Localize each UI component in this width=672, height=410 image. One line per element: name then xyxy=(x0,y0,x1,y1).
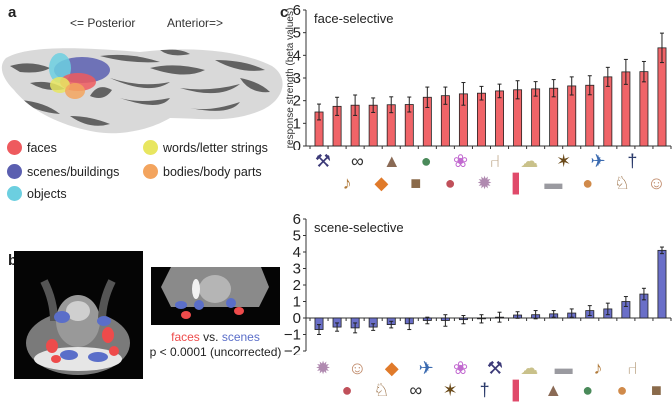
legend-item-words: words/letter strings xyxy=(143,140,268,155)
legend-item-faces: faces xyxy=(7,140,57,155)
stimulus-pizza-icon: ● xyxy=(582,173,594,193)
y-axis-label: response strength (beta values) xyxy=(285,8,296,149)
threshold-caption: p < 0.0001 (uncorrected) xyxy=(149,345,282,359)
stimulus-flower-icon: ❀ xyxy=(452,151,469,171)
chart-title: face-selective xyxy=(314,11,393,26)
stimulus-salami-icon: ● xyxy=(444,173,456,193)
y-tick-label: 0 xyxy=(293,310,301,327)
stimulus-car-icon: ▬ xyxy=(544,173,563,193)
stimulus-room-icon: ■ xyxy=(651,380,662,400)
stimulus-bird-icon: ✈ xyxy=(590,151,606,171)
legend-item-objects: objects xyxy=(7,186,67,201)
stimulus-spider-icon: ✹ xyxy=(477,173,493,193)
stimulus-horse-icon: ♘ xyxy=(614,173,631,193)
stimulus-chair-icon: ⑁ xyxy=(627,358,638,378)
stimulus-bird-icon: ✈ xyxy=(418,358,434,378)
legend-label: bodies/body parts xyxy=(163,164,262,179)
stimulus-face-icon: ☺ xyxy=(647,173,666,193)
stimulus-cauliflower-icon: ☁ xyxy=(520,151,539,171)
scenes-swatch-icon xyxy=(7,164,22,179)
coronal-mri-slice xyxy=(151,267,280,325)
inflated-cortex-image xyxy=(1,48,283,134)
stimulus-rock-icon: ▲ xyxy=(544,380,563,400)
stimulus-jeans-person-icon: † xyxy=(627,151,638,171)
stimulus-rock-icon: ▲ xyxy=(382,151,401,171)
stimulus-trumpet-icon: ♪ xyxy=(593,358,603,378)
stimulus-glasses-icon: ∞ xyxy=(409,380,423,400)
stimulus-horse-icon: ♘ xyxy=(373,380,390,400)
stimulus-clownfish-icon: ◆ xyxy=(384,358,399,378)
stimulus-cauliflower-icon: ☁ xyxy=(520,358,539,378)
contrast-faces-label: faces xyxy=(171,330,200,344)
stimulus-coins-icon: ● xyxy=(582,380,594,400)
anterior-label: Anterior=> xyxy=(167,16,224,30)
objects-swatch-icon xyxy=(7,186,22,201)
y-tick-label: 3 xyxy=(293,261,301,278)
stimulus-face-icon: ☺ xyxy=(348,358,367,378)
words-swatch-icon xyxy=(143,140,158,155)
stimulus-car-icon: ▬ xyxy=(554,358,573,378)
stimulus-glasses-icon: ∞ xyxy=(350,151,364,171)
y-tick-label: 1 xyxy=(293,294,301,311)
legend-item-bodies: bodies/body parts xyxy=(143,164,262,179)
bar-trumpet xyxy=(495,90,504,147)
bar-jeans-person xyxy=(477,92,486,147)
stimulus-room-icon: ■ xyxy=(410,173,422,193)
y-tick-label: 2 xyxy=(293,93,301,110)
stimulus-pizza-icon: ● xyxy=(616,380,628,400)
stimulus-coins-icon: ● xyxy=(420,151,432,171)
y-tick-label: −1 xyxy=(284,327,301,344)
bar-room xyxy=(531,88,541,147)
y-tick-label: 2 xyxy=(293,277,301,294)
legend-item-scenes: scenes/buildings xyxy=(7,164,119,179)
contrast-vs-label: vs. xyxy=(199,330,222,344)
panel-label-b: b xyxy=(8,252,18,269)
contrast-caption: faces vs. scenes xyxy=(151,330,280,344)
stimulus-red-cloth-icon: ▌ xyxy=(512,173,526,193)
stimulus-trumpet-icon: ♪ xyxy=(342,173,352,193)
stimulus-chair-icon: ⑁ xyxy=(489,151,501,171)
y-tick-label: 4 xyxy=(293,244,301,261)
panel-label-a: a xyxy=(8,4,17,21)
stimulus-flower-icon: ❀ xyxy=(452,358,469,378)
bar-car xyxy=(603,76,613,147)
posterior-label: <= Posterior xyxy=(70,16,136,30)
legend-label: faces xyxy=(27,140,57,155)
y-tick-label: 3 xyxy=(293,70,301,87)
y-tick-label: −2 xyxy=(284,343,301,355)
stimulus-salami-icon: ● xyxy=(341,380,353,400)
stimulus-red-cloth-icon: ▌ xyxy=(512,380,526,400)
y-tick-label: 5 xyxy=(293,25,301,42)
bodies-swatch-icon xyxy=(143,164,158,179)
stimulus-wasp-icon: ✶ xyxy=(556,151,572,171)
stimulus-brush-icon: ⚒ xyxy=(314,151,332,171)
legend-label: scenes/buildings xyxy=(27,164,120,179)
y-tick-label: 0 xyxy=(293,138,301,150)
axial-mri-slice xyxy=(14,251,143,379)
bar-room xyxy=(657,249,667,319)
stimulus-wasp-icon: ✶ xyxy=(442,380,458,400)
contrast-scenes-label: scenes xyxy=(221,330,260,344)
stimulus-jeans-person-icon: † xyxy=(479,380,490,400)
legend-label: words/letter strings xyxy=(163,140,268,155)
faces-swatch-icon xyxy=(7,140,22,155)
bar-horse xyxy=(639,71,649,147)
legend-label: objects xyxy=(27,186,67,201)
chart-title: scene-selective xyxy=(314,220,404,235)
face-selective-chart: 0 1 2 3 4 5 6 face-selective response strength (… xyxy=(285,2,672,150)
panel-label-c: c xyxy=(280,4,289,21)
y-tick-label: 1 xyxy=(293,115,301,132)
y-tick-label: 4 xyxy=(293,47,301,64)
stimulus-spider-icon: ✹ xyxy=(315,358,331,378)
y-tick-label: 6 xyxy=(293,211,301,228)
stimulus-brush-icon: ⚒ xyxy=(486,358,503,378)
y-tick-label: 5 xyxy=(293,228,301,245)
y-tick-label: 6 xyxy=(293,2,301,19)
stimulus-clownfish-icon: ◆ xyxy=(374,173,389,193)
